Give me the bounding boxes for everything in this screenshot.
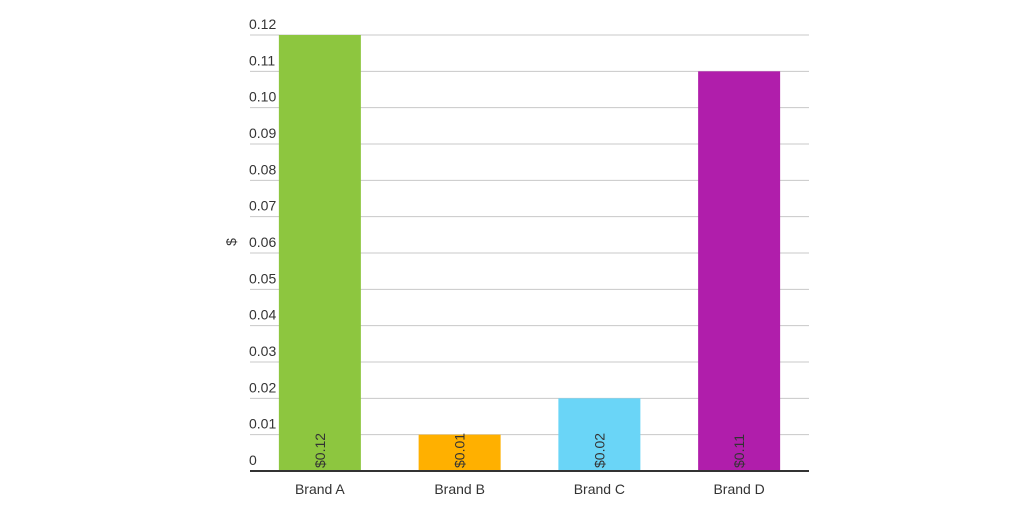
y-tick-label: 0.03 [249, 343, 276, 359]
data-label: $0.12 [312, 433, 328, 468]
labels: Brand A $0.12 Brand B $0.01 Brand C $0.02 Bran… [295, 433, 765, 497]
data-label: $0.11 [731, 434, 747, 468]
y-tick-label: 0.07 [249, 198, 276, 214]
bar [418, 434, 501, 471]
bar [698, 71, 781, 471]
y-tick-label: 0.10 [249, 89, 276, 105]
x-tick-label: Brand C [574, 481, 625, 497]
x-tick-label: Brand B [434, 481, 485, 497]
y-tick-label: 0.06 [249, 234, 276, 250]
y-tick-label: 0.02 [249, 379, 276, 395]
bar [558, 398, 641, 471]
axes: 0 0.01 0.02 0.03 0.04 0.05 0.06 0.07 0.08 0.09 0.1… [249, 16, 809, 472]
y-axis-title: $ [223, 238, 239, 246]
y-tick-label: 0 [249, 452, 257, 468]
y-tick-label: 0.04 [249, 307, 276, 323]
x-tick-label: Brand A [295, 481, 345, 497]
bar [278, 35, 361, 471]
y-tick-label: 0.12 [249, 16, 276, 32]
data-label: $0.02 [591, 433, 607, 468]
y-tick-label: 0.08 [249, 161, 276, 177]
x-tick-label: Brand D [713, 481, 764, 497]
y-tick-label: 0.11 [249, 52, 275, 68]
bars [278, 35, 781, 471]
y-tick-label: 0.05 [249, 270, 276, 286]
y-tick-label: 0.01 [249, 416, 276, 432]
y-tick-label: 0.09 [249, 125, 276, 141]
data-label: $0.01 [452, 433, 468, 468]
